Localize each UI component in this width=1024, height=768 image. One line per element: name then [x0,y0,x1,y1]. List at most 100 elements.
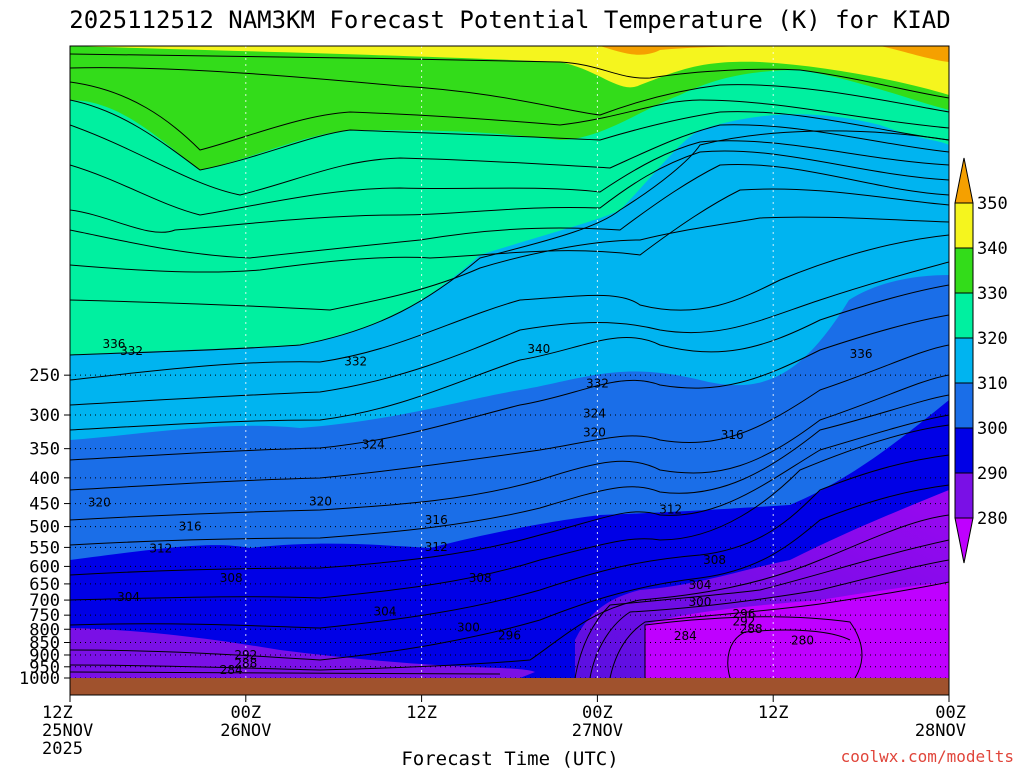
isoline [644,616,863,678]
y-tick-label: 350 [29,440,60,460]
contour-label: 340 [527,342,550,356]
contour-label: 296 [732,607,755,621]
isoline [70,261,949,406]
isoline [70,414,949,576]
contour-label: 304 [117,590,140,604]
y-tick-label: 800 [29,620,60,640]
y-tick-label: 900 [29,646,60,666]
x-tick-label: 12Z [758,703,789,723]
contour-label: 320 [88,496,111,510]
contour-label: 336 [102,337,125,351]
contour-label: 280 [791,634,814,648]
x-tick-label: 26NOV [220,721,271,741]
chart-title: 2025112512 NAM3KM Forecast Potential Tem… [69,6,950,34]
x-tick-label: 12Z [42,703,73,723]
colorbar-label: 330 [977,284,1008,304]
colorbar-segment [954,382,974,429]
y-tick-label: 1000 [19,669,60,689]
x-tick-label: 00Z [582,703,613,723]
contour-lines [70,53,949,678]
contour-label: 308 [703,553,726,567]
y-tick-label: 750 [29,606,60,626]
contour-label: 316 [179,520,202,534]
contour-label: 324 [583,407,606,421]
x-tick-label: 00Z [230,703,261,723]
y-tick-label: 250 [29,366,60,386]
contour-label: 312 [149,542,172,556]
y-axis: 2503003504004505005506006507007508008509… [19,366,70,689]
isoline [70,394,949,546]
contour-label: 300 [688,595,711,609]
y-tick-label: 850 [29,633,60,653]
isoline [70,67,949,116]
contour-label: 312 [659,502,682,516]
y-tick-label: 950 [29,658,60,678]
y-tick-label: 650 [29,575,60,595]
isoline [70,344,949,491]
contour-label: 332 [344,355,367,369]
colorbar-label: 280 [977,509,1008,529]
contour-label: 320 [309,495,332,509]
isoline [70,124,949,196]
isoline [727,629,851,678]
isoline [70,484,949,661]
isoline [70,130,949,356]
band-330-340 [70,46,949,170]
plot-frame [69,45,950,696]
contour-label: 308 [469,571,492,585]
isoline [70,514,949,671]
colorbar-label: 350 [977,194,1008,214]
contour-label: 324 [362,437,385,451]
contour-label: 284 [220,663,243,677]
isoline [70,374,949,521]
contour-label: 304 [374,605,397,619]
contour-label: 312 [425,540,448,554]
y-tick-label: 400 [29,469,60,489]
contour-label: 316 [721,428,744,442]
band-290-300-west [70,628,535,678]
isoline [70,150,949,233]
isoline [70,99,949,171]
isoline [70,284,949,431]
x-tick-label: 27NOV [572,721,623,741]
isoline [70,81,949,151]
isoline [70,216,949,311]
colorbar: 350 340 330 320 310 300 290 280 [954,157,1008,564]
x-tick-label: 28NOV [915,721,966,741]
band-above-350 [600,46,949,62]
contour-label: 284 [674,629,697,643]
colorbar-segment [954,292,974,339]
y-tick-label: 550 [29,538,60,558]
x-tick-label: 00Z [935,703,966,723]
isoline [70,53,949,99]
colorbar-segment [954,247,974,294]
isoline [70,454,949,629]
contour-label: 308 [220,571,243,585]
contour-label: 300 [457,620,480,634]
isoline [70,424,949,601]
contour-label: 292 [234,648,257,662]
contour-label: 288 [234,657,257,671]
contour-label: 320 [583,425,606,439]
colorbar-bottom-arrow [954,517,974,564]
colorbar-label: 320 [977,329,1008,349]
contour-label: 292 [732,614,755,628]
contour-label: 336 [850,347,873,361]
colorbar-label: 310 [977,374,1008,394]
contour-label: 332 [586,377,609,391]
y-tick-label: 300 [29,406,60,426]
colorbar-segment [954,337,974,384]
x-axis-title: Forecast Time (UTC) [401,748,618,768]
colorbar-label: 290 [977,464,1008,484]
contour-label: 296 [498,628,521,642]
colorbar-label: 300 [977,419,1008,439]
x-tick-label: 2025 [42,739,83,759]
x-tick-label: 25NOV [42,721,93,741]
plot-area [70,46,949,678]
contour-label: 316 [425,513,448,527]
y-tick-label: 700 [29,591,60,611]
isoline [70,314,949,461]
